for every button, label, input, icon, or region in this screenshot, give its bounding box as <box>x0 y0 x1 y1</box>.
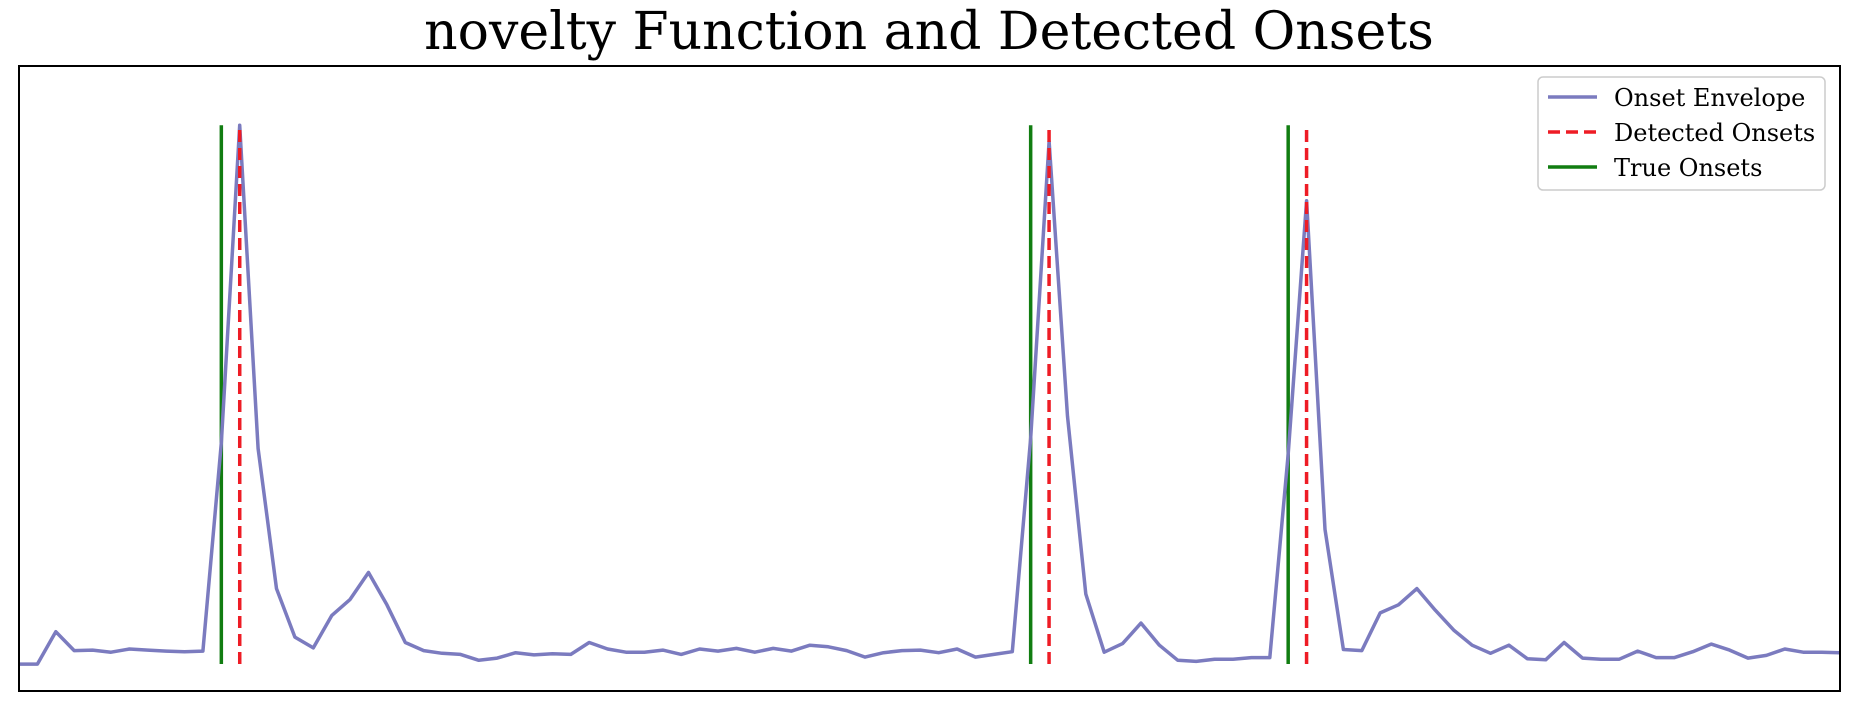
legend-box <box>1537 76 1826 191</box>
legend-label-envelope: Onset Envelope <box>1614 84 1805 112</box>
onset-envelope-line <box>19 123 1841 666</box>
legend-label-detected: Detected Onsets <box>1614 119 1815 147</box>
plot-area <box>19 123 1841 666</box>
axes-frame <box>18 65 1841 692</box>
chart-title: novelty Function and Detected Onsets <box>424 2 1434 62</box>
legend: Onset Envelope Detected Onsets True Onse… <box>1537 76 1826 191</box>
legend-label-true: True Onsets <box>1614 154 1762 182</box>
